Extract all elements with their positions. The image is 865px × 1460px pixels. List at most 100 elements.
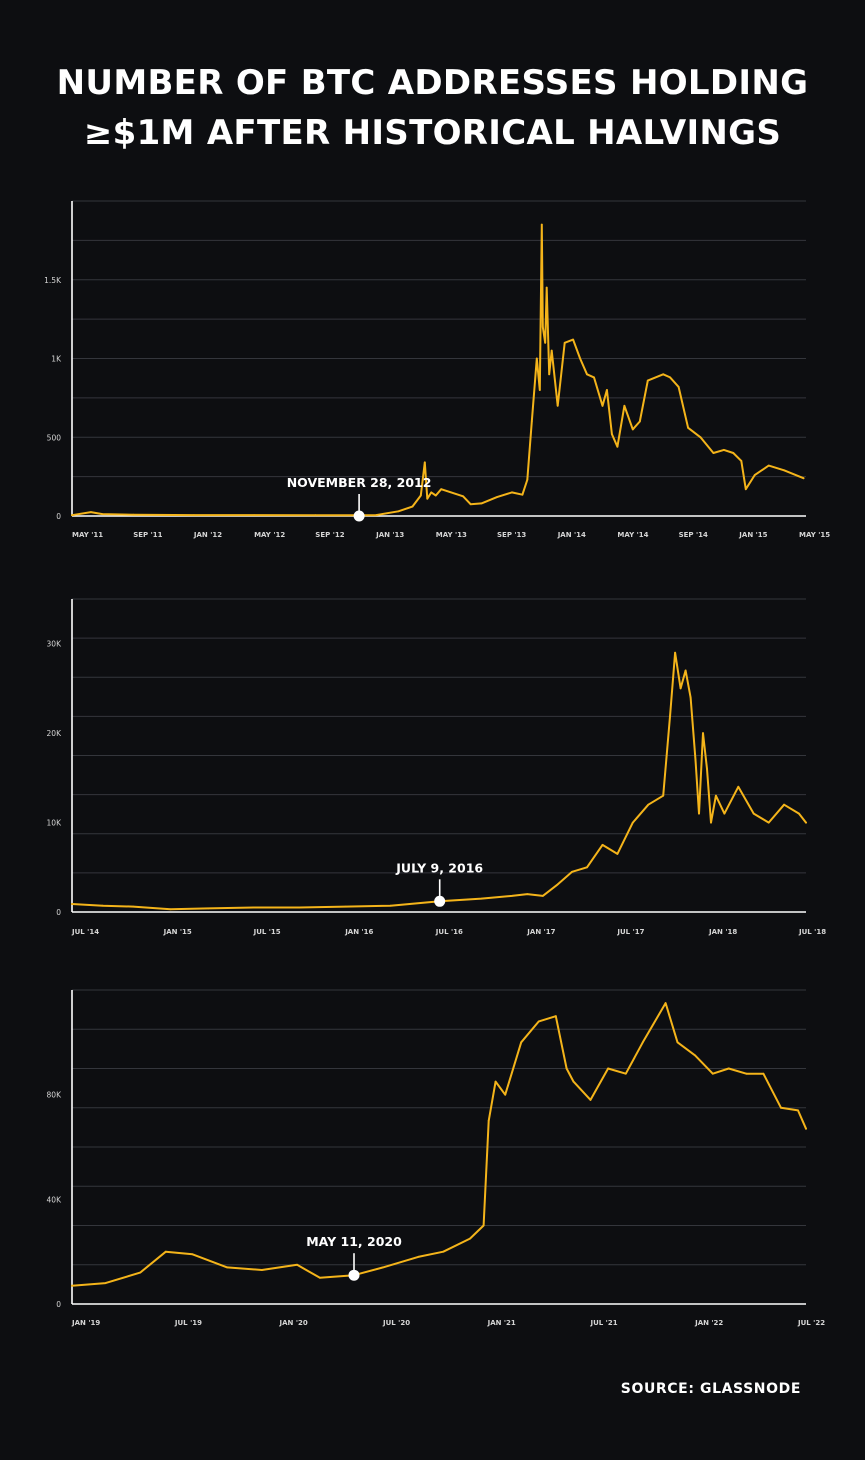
chart-1-data-point [375, 514, 377, 516]
chart-3-data-point [104, 1282, 107, 1284]
chart-1-halving-label: NOVEMBER 28, 2012 [287, 475, 432, 490]
chart-3-data-point [261, 1269, 263, 1271]
chart-1-data-point [556, 404, 559, 407]
chart-3-x-tick-label: JUL '21 [590, 1319, 618, 1327]
chart-1-data-point [434, 494, 437, 497]
chart-2-data-point [102, 904, 104, 907]
chart-3-halving-marker-dot [348, 1269, 360, 1281]
chart-3-data-point [494, 1080, 497, 1083]
chart-3-data-point [382, 1266, 384, 1269]
chart-2-data-point [702, 732, 704, 734]
chart-1-data-point [687, 426, 689, 429]
chart-1-data-point [611, 433, 613, 435]
chart-title: NUMBER OF BTC ADDRESSES HOLDING ≥$1M AFT… [0, 58, 865, 158]
chart-1-data-point [535, 357, 538, 360]
chart-1-data-point [662, 373, 665, 376]
chart-3-data-point [487, 1119, 490, 1122]
chart-3-data-point [745, 1072, 748, 1075]
chart-1-data-point [699, 436, 702, 439]
chart-1-data-point [430, 491, 433, 494]
chart-1-data-point [132, 513, 135, 516]
chart-2-data-point [694, 759, 697, 761]
chart-2-data-point [480, 897, 483, 900]
chart-2-data-point [511, 895, 513, 897]
chart-1-x-tick-label: SEP '14 [679, 531, 708, 539]
chart-1-data-point [314, 514, 317, 517]
chart-3-data-point [664, 1002, 667, 1004]
chart-1-data-point [541, 326, 544, 328]
chart-1-data-point [538, 389, 541, 391]
chart-2-data-point [689, 696, 692, 699]
chart-2-x-tick-label: JUL '18 [798, 928, 826, 936]
chart-1-data-point [732, 452, 735, 454]
chart-2-data-point [132, 905, 135, 908]
chart-3-data-point [572, 1080, 575, 1083]
chart-1-x-tick-label: JAN '12 [193, 531, 222, 539]
chart-2-data-point [706, 768, 708, 770]
chart-3-data-point [164, 1250, 167, 1253]
chart-2-x-tick-label: JAN '17 [526, 928, 555, 936]
chart-3-data-point [780, 1106, 782, 1109]
chart-2-x-tick-label: JAN '15 [163, 928, 192, 936]
chart-1-data-point [462, 495, 464, 498]
chart-2-data-point [684, 669, 687, 672]
chart-1-data-point [744, 488, 747, 491]
chart-2-data-point [783, 803, 785, 806]
chart-1-x-tick-label: SEP '12 [315, 531, 344, 539]
chart-1-y-tick-label: 500 [47, 433, 62, 442]
chart-2-data-point [571, 870, 573, 873]
chart-2-y-tick-label: 30K [47, 640, 63, 649]
chart-1-halving-marker-dot [353, 510, 365, 522]
chart-1-data-point [480, 502, 483, 505]
chart-1-data-point [90, 511, 92, 513]
chart-1-data-point [411, 505, 414, 508]
chart-3-x-tick-label: JAN '19 [71, 1319, 100, 1327]
chart-1-data-point [802, 477, 805, 480]
chart-1-data-point [540, 223, 543, 226]
chart-3-x-tick-label: JAN '21 [487, 1319, 516, 1327]
chart-3-halving-label: MAY 11, 2020 [306, 1234, 402, 1249]
chart-2-data-point [737, 785, 740, 788]
chart-3-y-tick-label: 40K [47, 1195, 63, 1204]
chart-2-data-point [541, 895, 544, 897]
title-line-2: ≥$1M AFTER HISTORICAL HALVINGS [83, 113, 782, 153]
chart-1-data-point [511, 491, 513, 494]
chart-3-x-tick-label: JUL '22 [797, 1319, 825, 1327]
chart-2-x-tick-label: JUL '17 [616, 928, 644, 936]
chart-3-data-point [641, 1041, 644, 1044]
chart-1-data-point [550, 349, 553, 352]
chart-1-data-point [440, 488, 443, 491]
chart-2-y-tick-label: 0 [56, 908, 61, 917]
chart-1-y-tick-label: 0 [56, 512, 61, 521]
chart-3-data-point [191, 1253, 194, 1256]
chart-1-data-point [669, 376, 671, 379]
chart-1-data-point [601, 404, 604, 407]
chart-1-data-point [712, 452, 715, 454]
chart-3-data-point [565, 1067, 568, 1070]
chart-1-data-point [101, 513, 104, 515]
chart-1-data-point [783, 469, 785, 472]
chart-3-data-point [676, 1041, 679, 1044]
chart-1-data-point [631, 428, 634, 431]
chart-3-y-tick-label: 80K [47, 1091, 63, 1100]
chart-3-data-point [537, 1020, 540, 1023]
chart-3-data-point [589, 1099, 592, 1101]
chart-2-data-point [169, 908, 172, 911]
chart-3-data-point [607, 1067, 609, 1070]
chart-1-data-point [586, 373, 588, 376]
chart-1-data-point [397, 510, 400, 513]
chart-1-data-point [646, 379, 649, 382]
chart-1-x-tick-label: JAN '14 [557, 531, 586, 539]
chart-1-x-tick-label: JAN '13 [375, 531, 404, 539]
chart-2-data-point [767, 821, 770, 824]
chart-3-data-point [417, 1256, 420, 1258]
chart-1-data-point [677, 386, 680, 388]
chart-1-x-tick-label: SEP '13 [497, 531, 526, 539]
chart-3-data-point [482, 1224, 485, 1227]
chart-1-series-line [71, 223, 805, 517]
chart-3-data-point [71, 1284, 73, 1287]
chart-1-data-point [593, 376, 595, 379]
chart-2-data-point [662, 794, 665, 797]
chart-1-data-point [530, 420, 533, 423]
chart-2-data-point [601, 844, 604, 846]
